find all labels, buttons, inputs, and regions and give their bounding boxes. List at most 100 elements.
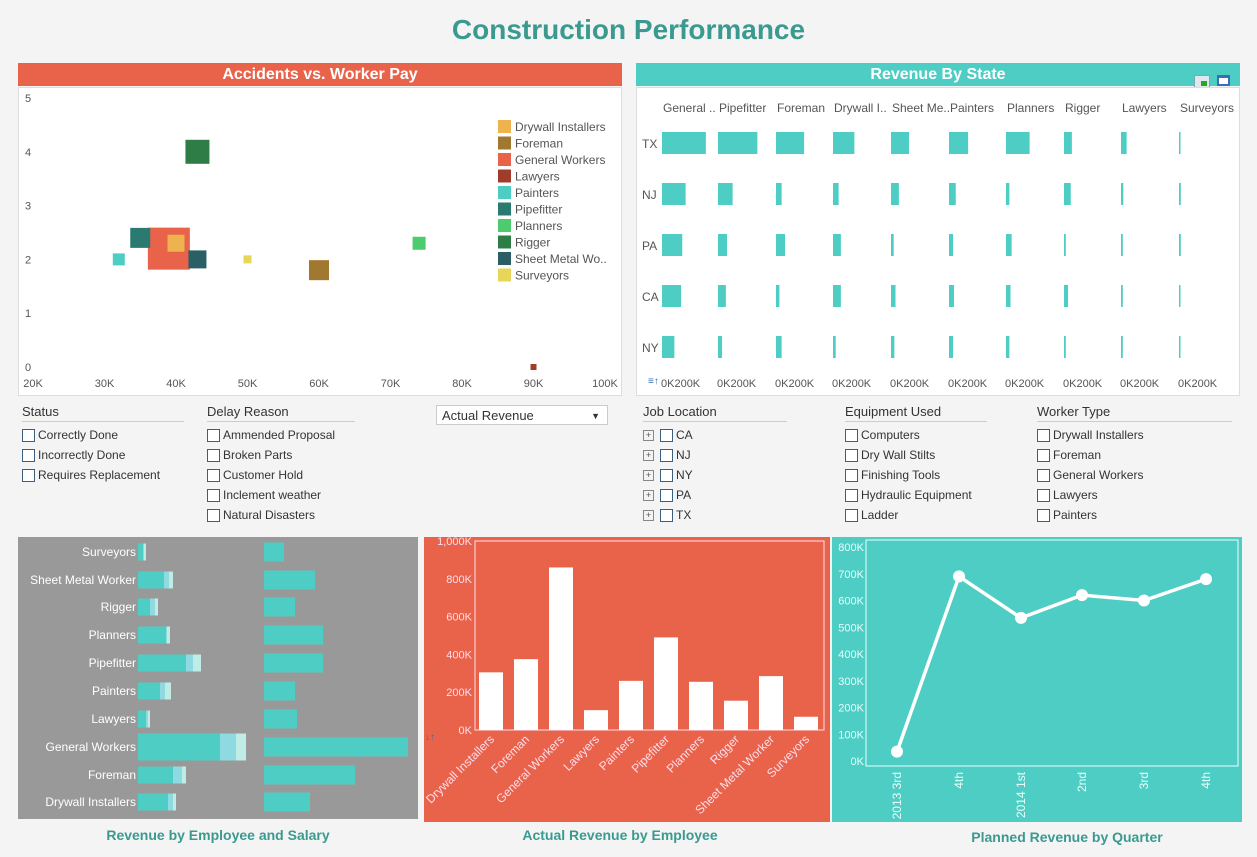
checkbox[interactable]	[22, 428, 35, 442]
revenue-bar	[479, 672, 503, 730]
equipment-option[interactable]: Computers	[845, 425, 987, 445]
accidents-header: Accidents vs. Worker Pay	[18, 63, 622, 86]
equipment-option[interactable]: Hydraulic Equipment	[845, 485, 987, 505]
salary-bar-segment	[138, 571, 164, 589]
state-bar	[891, 132, 909, 154]
checkbox[interactable]	[1037, 468, 1050, 482]
status-option[interactable]: Correctly Done	[22, 425, 184, 445]
measure-select[interactable]: Actual Revenue ▼	[436, 405, 608, 425]
y-tick-label: 100K	[838, 729, 864, 741]
column-header: Sheet Me..	[892, 101, 950, 115]
x-tick-label: Pipefitter	[629, 732, 672, 775]
state-bar	[662, 234, 683, 256]
checkbox[interactable]	[1037, 508, 1050, 522]
column-header: General ..	[663, 101, 716, 115]
checkbox[interactable]	[207, 508, 220, 522]
state-bar	[718, 285, 726, 307]
data-point	[1015, 611, 1027, 624]
x-tick-label: 50K	[238, 378, 258, 390]
location-option[interactable]: + NJ	[643, 445, 787, 465]
legend-label: Pipefitter	[515, 203, 562, 217]
checkbox[interactable]	[1037, 448, 1050, 462]
equipment-option[interactable]: Ladder	[845, 505, 987, 525]
expand-icon[interactable]: +	[643, 489, 654, 501]
legend-label: Drywall Installers	[515, 120, 606, 134]
checkbox[interactable]	[660, 508, 673, 522]
column-header: Painters	[950, 101, 994, 115]
delay-option[interactable]: Inclement weather	[207, 485, 355, 505]
state-bar	[718, 183, 733, 205]
location-option[interactable]: + CA	[643, 425, 787, 445]
checkbox[interactable]	[207, 468, 220, 482]
salary-bar-segment	[138, 654, 186, 672]
category-label: Sheet Metal Worker	[30, 573, 136, 587]
expand-icon[interactable]: +	[643, 449, 654, 461]
revenue-bar	[654, 637, 678, 730]
checkbox[interactable]	[1037, 428, 1050, 442]
checkbox[interactable]	[845, 468, 858, 482]
checkbox[interactable]	[660, 448, 673, 462]
worker-option[interactable]: Lawyers	[1037, 485, 1232, 505]
legend-swatch	[498, 219, 511, 232]
worker-option[interactable]: Drywall Installers	[1037, 425, 1232, 445]
checkbox[interactable]	[845, 428, 858, 442]
delay-option[interactable]: Ammended Proposal	[207, 425, 355, 445]
legend-label: Painters	[515, 186, 559, 200]
expand-icon[interactable]: +	[643, 509, 654, 521]
checkbox[interactable]	[207, 488, 220, 502]
checkbox[interactable]	[22, 468, 35, 482]
equipment-option[interactable]: Dry Wall Stilts	[845, 445, 987, 465]
expand-icon[interactable]: +	[643, 429, 654, 441]
worker-option[interactable]: General Workers	[1037, 465, 1232, 485]
scatter-point	[530, 364, 537, 370]
checkbox[interactable]	[22, 448, 35, 462]
status-option[interactable]: Incorrectly Done	[22, 445, 184, 465]
delay-option[interactable]: Broken Parts	[207, 445, 355, 465]
y-tick-label: 600K	[446, 612, 472, 624]
maximize-icon[interactable]	[1217, 75, 1230, 86]
option-label: CA	[676, 428, 693, 442]
planned-panel: 0K 100K 200K 300K 400K 500K 600K 700K 800K 2013 3…	[832, 537, 1242, 822]
x-tick-label: 0K200K	[1120, 378, 1160, 390]
state-bar	[1006, 132, 1030, 154]
delay-option[interactable]: Customer Hold	[207, 465, 355, 485]
y-tick-label: 400K	[446, 649, 472, 661]
state-bar	[1006, 285, 1011, 307]
worker-option[interactable]: Foreman	[1037, 445, 1232, 465]
x-tick-label: 2013 3rd	[890, 772, 904, 819]
checkbox[interactable]	[207, 428, 220, 442]
checkbox[interactable]	[1037, 488, 1050, 502]
checkbox[interactable]	[660, 488, 673, 502]
category-label: Foreman	[88, 768, 136, 782]
y-tick-label: 800K	[838, 542, 864, 554]
scatter-point	[112, 253, 125, 266]
checkbox[interactable]	[207, 448, 220, 462]
checkbox[interactable]	[845, 508, 858, 522]
option-label: Inclement weather	[223, 488, 322, 502]
equipment-option[interactable]: Finishing Tools	[845, 465, 987, 485]
column-header: Rigger	[1065, 101, 1100, 115]
dropdown-arrow-icon: ▼	[591, 411, 600, 421]
expand-icon[interactable]: +	[643, 469, 654, 481]
state-header: Revenue By State	[636, 63, 1240, 86]
checkbox[interactable]	[845, 448, 858, 462]
checkbox[interactable]	[660, 428, 673, 442]
legend-swatch	[498, 202, 511, 216]
state-bar	[833, 234, 841, 256]
location-option[interactable]: + TX	[643, 505, 787, 525]
status-option[interactable]: Requires Replacement	[22, 465, 184, 485]
location-option[interactable]: + NY	[643, 465, 787, 485]
state-bar	[1064, 234, 1066, 256]
checkbox[interactable]	[660, 468, 673, 482]
location-option[interactable]: + PA	[643, 485, 787, 505]
state-bar	[891, 183, 899, 205]
state-bar	[1179, 132, 1181, 154]
column-header: Lawyers	[1122, 101, 1167, 115]
x-tick-label: 4th	[952, 772, 966, 789]
checkbox[interactable]	[845, 488, 858, 502]
delay-option[interactable]: Natural Disasters	[207, 505, 355, 525]
worker-option[interactable]: Painters	[1037, 505, 1232, 525]
state-bar	[662, 285, 682, 307]
option-label: Painters	[1053, 508, 1098, 522]
state-bar	[949, 183, 956, 205]
